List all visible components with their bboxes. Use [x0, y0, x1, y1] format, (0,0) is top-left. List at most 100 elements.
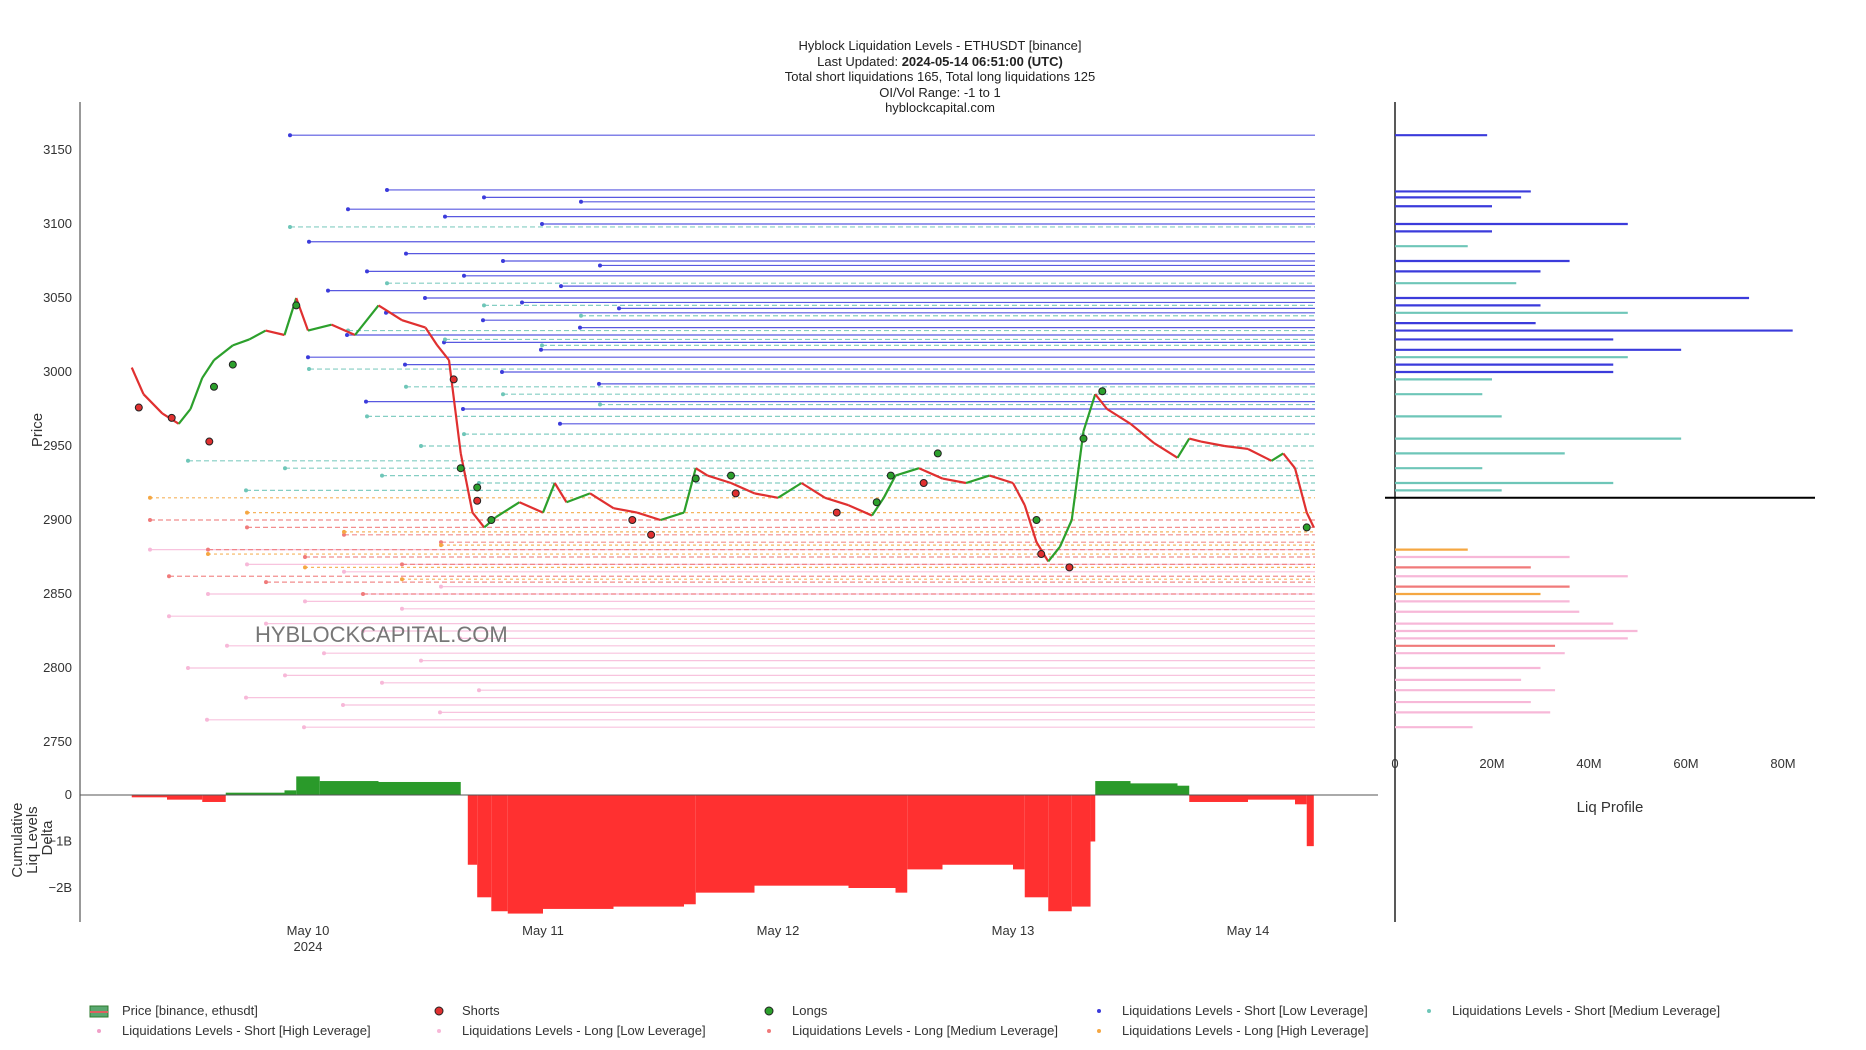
long-marker	[872, 498, 881, 507]
level-start-dot-short-medium	[307, 367, 311, 372]
legend-label: Longs	[792, 1003, 828, 1018]
level-start-dot-short-low	[501, 259, 505, 263]
date-tick-label: May 12	[757, 923, 800, 938]
price-segment	[824, 496, 849, 507]
price-segment	[1094, 393, 1108, 410]
level-start-dot-long-medium	[361, 592, 365, 596]
delta-bar	[543, 795, 614, 909]
price-segment	[1270, 452, 1284, 462]
price-segment	[541, 482, 556, 514]
profile-bars	[1395, 134, 1793, 729]
level-start-dot-short-low	[345, 333, 349, 337]
price-segment	[189, 377, 204, 410]
profile-tick-label: 60M	[1673, 756, 1698, 771]
level-start-dot-short-low	[520, 300, 524, 305]
delta-bar	[491, 795, 508, 912]
level-start-dot-short-medium	[186, 458, 190, 463]
legend-swatch-longs	[764, 1006, 774, 1016]
price-segment	[1200, 440, 1225, 448]
level-start-dot-short-medium	[288, 224, 292, 229]
legend-item-long-low[interactable]: Liquidations Levels - Long [Low Leverage…	[437, 1023, 706, 1038]
level-start-dot-short-medium	[283, 466, 287, 471]
price-tick-label: 2850	[43, 586, 72, 601]
delta-bar	[684, 795, 696, 905]
price-segment	[754, 492, 779, 499]
short-marker	[919, 479, 928, 487]
legend-swatch-long-high	[1097, 1029, 1101, 1033]
delta-bar	[907, 795, 943, 870]
short-marker	[832, 508, 841, 517]
level-start-dot-long-low	[400, 606, 404, 611]
short-marker	[1065, 563, 1074, 572]
delta-bar	[202, 795, 226, 802]
legend-item-short-low[interactable]: Liquidations Levels - Short [Low Leverag…	[1097, 1003, 1368, 1018]
level-start-dot-short-medium	[419, 444, 423, 448]
level-start-dot-short-low	[288, 133, 292, 138]
delta-bar	[319, 781, 379, 795]
level-start-dot-short-low	[404, 251, 408, 256]
long-marker	[1032, 516, 1041, 524]
delta-bar	[1090, 795, 1096, 842]
level-start-dot-short-low	[306, 355, 310, 360]
liq-profile-panel: 0 20M 40M 60M 80M Liq Profile	[1385, 102, 1815, 922]
long-marker	[933, 449, 942, 458]
legend-item-long-high[interactable]: Liquidations Levels - Long [High Leverag…	[1097, 1023, 1368, 1038]
price-segment	[918, 467, 943, 480]
price-tick-label: 2800	[43, 660, 72, 675]
price-segment	[495, 501, 521, 518]
level-start-dot-short-low	[559, 284, 563, 289]
delta-tick-label: −2B	[49, 880, 73, 895]
legend-label: Liquidations Levels - Long [Low Leverage…	[462, 1023, 706, 1038]
price-segment	[1247, 447, 1272, 462]
price-series	[130, 297, 1315, 563]
level-start-dot-short-low	[539, 347, 543, 352]
price-segment	[965, 474, 990, 485]
legend-item-short-high[interactable]: Liquidations Levels - Short [High Levera…	[97, 1023, 371, 1038]
level-start-dot-long-medium	[245, 525, 249, 530]
level-start-dot-long-low	[244, 695, 248, 700]
price-segment	[424, 326, 439, 346]
price-tick-label: 2950	[43, 438, 72, 453]
level-start-dot-short-low	[500, 370, 504, 374]
level-start-dot-long-low	[322, 651, 326, 656]
legend-swatch-long-low	[437, 1029, 441, 1033]
legend-item-short-medium[interactable]: Liquidations Levels - Short [Medium Leve…	[1427, 1003, 1720, 1018]
delta-bar	[1306, 795, 1314, 847]
price-segment	[1070, 431, 1085, 521]
chart-header: Hyblock Liquidation Levels - ETHUSDT [bi…	[785, 38, 1096, 115]
level-start-dot-short-low	[597, 381, 601, 386]
delta-bar	[167, 795, 203, 800]
source-site: hyblockcapital.com	[885, 100, 995, 115]
profile-tick-label: 20M	[1479, 756, 1504, 771]
legend-item-long-medium[interactable]: Liquidations Levels - Long [Medium Lever…	[767, 1023, 1058, 1038]
level-start-dot-long-low	[167, 614, 171, 619]
delta-bar	[131, 795, 167, 798]
long-marker	[473, 483, 482, 492]
delta-bar	[1177, 785, 1190, 795]
price-segment	[142, 393, 164, 415]
delta-bar	[296, 776, 320, 795]
short-marker	[1037, 550, 1046, 559]
long-marker	[292, 301, 301, 310]
legend-item-longs[interactable]: Longs	[764, 1003, 828, 1018]
legend: Price [binance, ethusdt] Shorts Longs Liqui…	[89, 1003, 1720, 1038]
long-marker	[886, 471, 895, 480]
level-start-dot-long-low	[438, 710, 442, 715]
price-segment	[1023, 504, 1038, 543]
delta-y-ticks: 0 −1B −2B	[49, 787, 73, 895]
short-marker	[731, 489, 740, 498]
level-start-dot-long-medium	[148, 518, 152, 522]
delta-panel: 0 −1B −2B Cumulative Liq Levels Delta	[9, 770, 1378, 922]
delta-bar	[378, 781, 449, 795]
short-marker	[134, 403, 143, 412]
profile-tick-label: 0	[1391, 756, 1398, 771]
date-tick-label: May 10	[287, 923, 330, 938]
level-start-dot-long-low	[342, 569, 346, 574]
level-start-dot-short-low	[307, 239, 311, 244]
level-start-dot-long-low	[458, 636, 462, 641]
price-segment	[848, 504, 873, 517]
price-tick-label: 2750	[43, 734, 72, 749]
legend-item-shorts[interactable]: Shorts	[434, 1003, 500, 1018]
level-start-dot-short-medium	[579, 313, 583, 318]
legend-item-price[interactable]: Price [binance, ethusdt]	[89, 1003, 258, 1018]
